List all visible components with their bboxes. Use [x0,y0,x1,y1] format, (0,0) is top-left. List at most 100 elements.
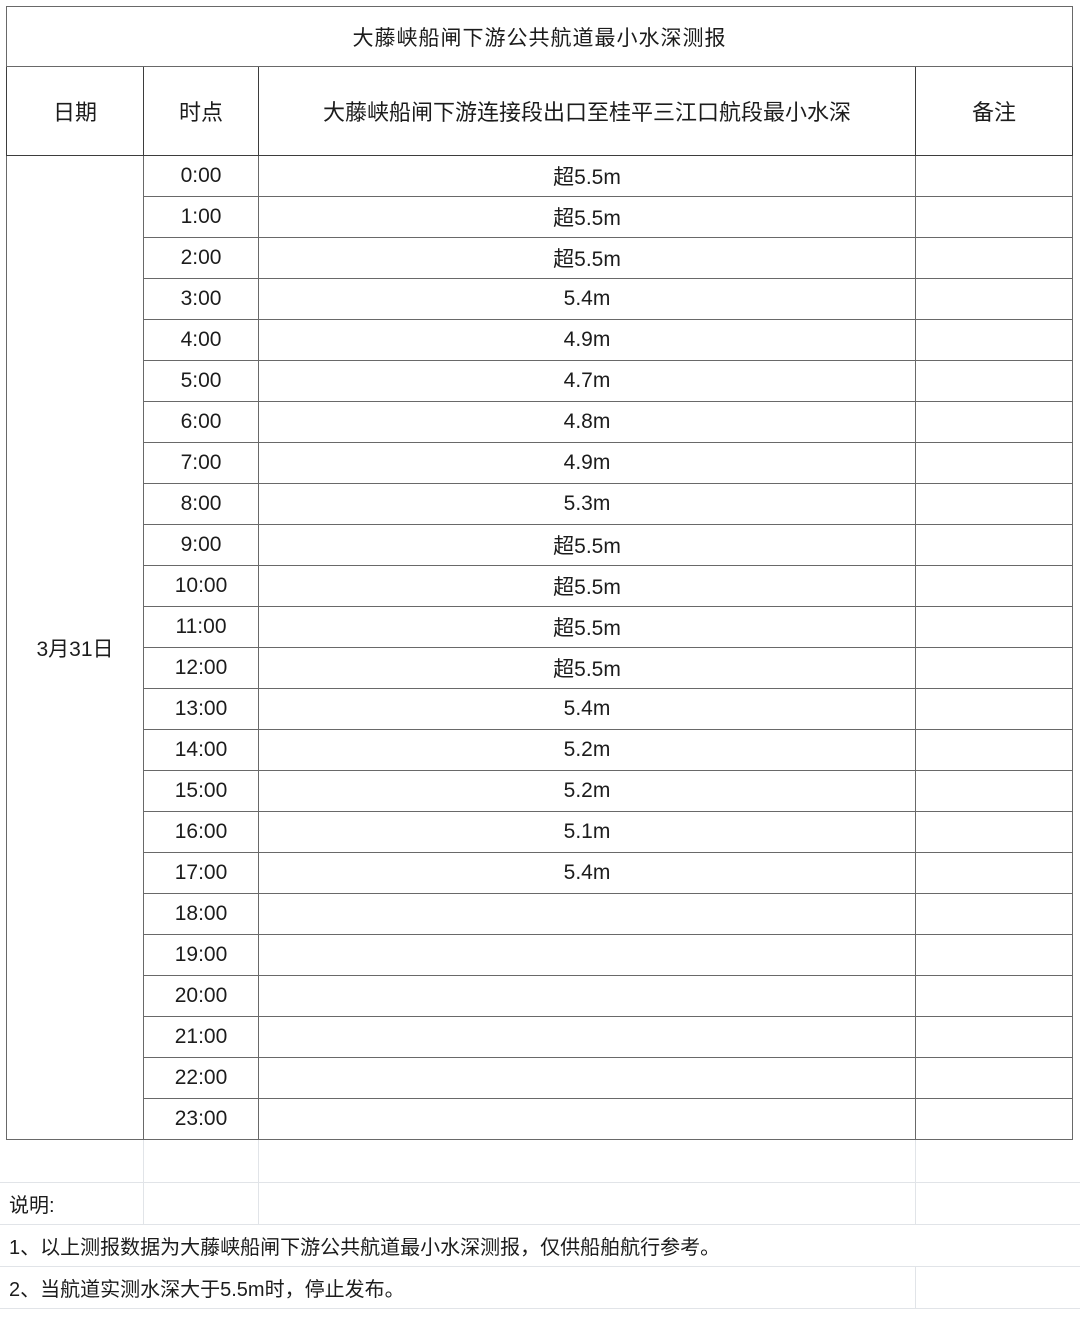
empty-cell [142,1181,259,1225]
depth-cell: 5.4m [258,688,916,730]
depth-cell: 5.2m [258,729,916,771]
col-header-time: 时点 [143,66,259,156]
depth-cell: 超5.5m [258,196,916,238]
spacer-row [0,1140,1080,1183]
empty-cell [257,1181,916,1225]
depth-cell: 5.2m [258,770,916,812]
table-row: 10:00 超5.5m [7,565,1073,607]
depth-cell: 5.4m [258,852,916,894]
col-header-remark: 备注 [915,66,1073,156]
table-row: 19:00 [7,934,1073,976]
remark-cell [915,770,1073,812]
time-cell: 12:00 [143,647,259,689]
time-cell: 6:00 [143,401,259,443]
time-cell: 21:00 [143,1016,259,1058]
time-cell: 23:00 [143,1098,259,1140]
depth-cell: 超5.5m [258,647,916,689]
remark-cell [915,360,1073,402]
report-title: 大藤峡船闸下游公共航道最小水深测报 [6,6,1073,67]
time-cell: 1:00 [143,196,259,238]
depth-cell: 超5.5m [258,606,916,648]
empty-cell [142,1140,259,1183]
depth-cell: 4.9m [258,442,916,484]
table-row: 9:00 超5.5m [7,524,1073,566]
remark-cell [915,565,1073,607]
time-cell: 20:00 [143,975,259,1017]
time-cell: 11:00 [143,606,259,648]
table-row: 7:00 4.9m [7,442,1073,484]
table-row: 3月31日 0:00 超5.5m [6,155,1073,1140]
remark-cell [915,524,1073,566]
depth-cell: 超5.5m [258,237,916,279]
remark-cell [915,278,1073,320]
note-row: 2、当航道实测水深大于5.5m时，停止发布。 [0,1265,1080,1309]
remark-cell [915,196,1073,238]
empty-cell [914,1265,1080,1309]
depth-cell: 4.7m [258,360,916,402]
remark-cell [915,606,1073,648]
table-row: 13:00 5.4m [7,688,1073,730]
remark-cell [915,975,1073,1017]
col-header-depth: 大藤峡船闸下游连接段出口至桂平三江口航段最小水深 [258,66,916,156]
depth-cell: 超5.5m [258,524,916,566]
notes-label: 说明: [0,1181,144,1225]
depth-cell [258,893,916,935]
time-cell: 13:00 [143,688,259,730]
remark-cell [915,934,1073,976]
table-row: 6:00 4.8m [7,401,1073,443]
notes-label-row: 说明: [0,1181,1080,1225]
table-row: 20:00 [7,975,1073,1017]
depth-cell [258,934,916,976]
table-row: 11:00 超5.5m [7,606,1073,648]
empty-cell [0,1140,144,1183]
notes-section: 说明: 1、以上测报数据为大藤峡船闸下游公共航道最小水深测报，仅供船舶航行参考。… [0,1140,1080,1309]
table-row: 15:00 5.2m [7,770,1073,812]
depth-cell: 5.4m [258,278,916,320]
table-row: 2:00 超5.5m [7,237,1073,279]
remark-cell [915,852,1073,894]
title-row: 大藤峡船闸下游公共航道最小水深测报 [6,6,1073,67]
remark-cell [915,811,1073,853]
time-cell: 14:00 [143,729,259,771]
table-row: 12:00 超5.5m [7,647,1073,689]
time-cell: 5:00 [143,360,259,402]
empty-cell [914,1140,1080,1183]
table-row: 18:00 [7,893,1073,935]
table-row: 21:00 [7,1016,1073,1058]
time-cell: 15:00 [143,770,259,812]
time-cell: 0:00 [143,155,259,197]
depth-cell: 4.9m [258,319,916,361]
time-cell: 19:00 [143,934,259,976]
note-row: 1、以上测报数据为大藤峡船闸下游公共航道最小水深测报，仅供船舶航行参考。 [0,1223,1080,1267]
remark-cell [915,442,1073,484]
remark-cell [915,1057,1073,1099]
note-item-2: 2、当航道实测水深大于5.5m时，停止发布。 [0,1265,916,1309]
table-row: 16:00 5.1m [7,811,1073,853]
remark-cell [915,483,1073,525]
depth-cell: 5.3m [258,483,916,525]
time-cell: 22:00 [143,1057,259,1099]
time-cell: 10:00 [143,565,259,607]
depth-cell [258,1098,916,1140]
time-cell: 4:00 [143,319,259,361]
date-cell: 3月31日 [6,155,144,1140]
table-row: 17:00 5.4m [7,852,1073,894]
table-row: 22:00 [7,1057,1073,1099]
depth-cell: 4.8m [258,401,916,443]
note-item-1: 1、以上测报数据为大藤峡船闸下游公共航道最小水深测报，仅供船舶航行参考。 [0,1223,1080,1267]
table-row: 1:00 超5.5m [7,196,1073,238]
time-cell: 18:00 [143,893,259,935]
table-row: 8:00 5.3m [7,483,1073,525]
depth-cell: 超5.5m [258,155,916,197]
table-row: 14:00 5.2m [7,729,1073,771]
table-row: 4:00 4.9m [7,319,1073,361]
remark-cell [915,155,1073,197]
time-cell: 2:00 [143,237,259,279]
remark-cell [915,319,1073,361]
remark-cell [915,401,1073,443]
remark-cell [915,237,1073,279]
time-cell: 8:00 [143,483,259,525]
time-cell: 17:00 [143,852,259,894]
depth-cell: 超5.5m [258,565,916,607]
table-row: 23:00 [7,1098,1073,1140]
